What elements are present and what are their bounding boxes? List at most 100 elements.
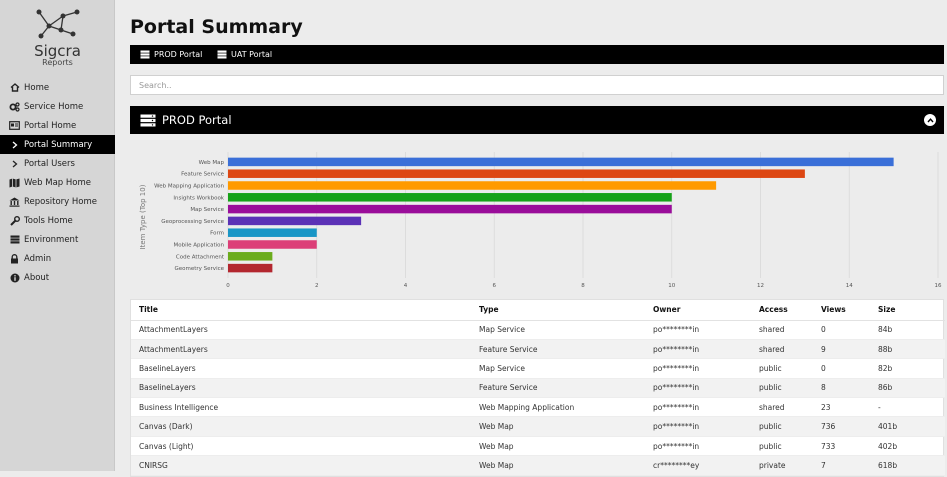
x-tick-label: 16 [935,283,942,289]
sidebar-item-label: Portal Home [24,120,77,131]
cell-type: Web Map [471,436,645,457]
lock-icon [9,253,20,264]
cell-access: public [751,358,813,379]
sidebar-item-label: About [24,272,50,283]
table-row[interactable]: AttachmentLayers Feature Service po*******… [131,339,945,360]
tab-prod-portal[interactable]: PROD Portal [140,45,202,64]
sidebar-item-portal-home[interactable]: Portal Home [0,116,115,135]
gears-icon [9,101,20,112]
col-header-access[interactable]: Access [751,300,813,321]
bar-code-attachment [228,252,273,261]
cell-access: public [751,378,813,399]
bar-insights-workbook [228,193,672,202]
category-label: Mobile Application [173,243,224,249]
chevron-right-icon [9,159,20,169]
table-row[interactable]: BaselineLayers Feature Service po********i… [131,378,945,399]
cell-owner: po********in [645,339,751,360]
bar-geometry-service [228,263,273,273]
cell-type: Map Service [471,358,645,379]
col-header-owner[interactable]: Owner [645,300,751,321]
cell-size: - [870,397,945,418]
cell-title: Canvas (Dark) [131,416,471,437]
sidebar-item-home[interactable]: Home [0,78,115,97]
table-header-row: Title Type Owner Access Views Size [131,300,945,321]
cell-access: public [751,436,813,457]
bar-web-map [228,157,894,167]
cell-type: Feature Service [471,339,645,360]
table-row[interactable]: AttachmentLayers Map Service po********in s… [131,320,945,340]
sidebar-item-portal-summary[interactable]: Portal Summary [0,135,115,154]
logo-subtitle: Reports [42,58,73,67]
sidebar-item-environment[interactable]: Environment [0,230,115,249]
cell-views: 9 [813,339,870,360]
search-input[interactable] [130,75,944,95]
cell-access: private [751,455,813,476]
x-tick-label: 4 [404,283,408,289]
x-tick-label: 6 [493,283,497,289]
bar-web-mapping-application [228,181,717,190]
network-logo-icon [36,9,80,39]
info-icon [9,273,20,283]
collapse-button[interactable] [924,114,936,126]
x-tick-label: 2 [315,283,319,289]
y-axis-label: Item Type (Top 10) [139,184,147,249]
items-table: Title Type Owner Access Views Size Attac… [130,299,945,477]
cell-views: 8 [813,378,870,399]
cell-title: Canvas (Light) [131,436,471,457]
sidebar-item-label: Portal Users [24,158,75,169]
map-icon [9,178,20,188]
table-row[interactable]: CNIRSG Web Map cr********ey private 7 618b [131,455,945,476]
sidebar-item-label: Admin [24,253,52,264]
cell-views: 0 [813,320,870,340]
cell-owner: po********in [645,436,751,457]
table-row[interactable]: BaselineLayers Map Service po********in pub… [131,358,945,379]
bar-feature-service [228,169,805,178]
cell-owner: po********in [645,378,751,399]
sidebar-item-about[interactable]: About [0,268,115,287]
x-tick-label: 12 [757,283,764,289]
x-tick-label: 0 [226,283,230,289]
cell-type: Feature Service [471,378,645,399]
category-label: Geometry Service [175,266,225,272]
bar-map-service [228,204,672,214]
x-tick-label: 10 [668,283,675,289]
table-row[interactable]: Canvas (Dark) Web Map po********in public 73… [131,416,945,437]
col-header-title[interactable]: Title [131,300,471,321]
cell-size: 402b [870,436,945,457]
wrench-icon [9,215,20,226]
category-label: Web Mapping Application [154,184,224,190]
x-tick-label: 14 [846,283,853,289]
sidebar-item-label: Environment [24,234,79,245]
cell-access: shared [751,320,813,340]
col-header-type[interactable]: Type [471,300,645,321]
table-row[interactable]: Canvas (Light) Web Map po********in public 7… [131,436,945,457]
sidebar-item-admin[interactable]: Admin [0,249,115,268]
col-header-views[interactable]: Views [813,300,870,321]
sidebar-item-tools-home[interactable]: Tools Home [0,211,115,230]
table-row[interactable]: Business Intelligence Web Mapping Applica… [131,397,945,418]
cell-title: BaselineLayers [131,358,471,379]
panel-header[interactable]: PROD Portal [130,106,944,134]
building-icon [9,197,20,207]
cell-size: 82b [870,358,945,379]
cell-owner: po********in [645,397,751,418]
cell-views: 7 [813,455,870,476]
category-label: Code Attachment [176,254,225,260]
sidebar-item-label: Web Map Home [24,177,91,188]
server-icon [140,50,150,59]
cell-size: 401b [870,416,945,437]
sidebar-item-service-home[interactable]: Service Home [0,97,115,116]
col-header-size[interactable]: Size [870,300,945,321]
sidebar-item-label: Repository Home [24,196,98,207]
cell-access: public [751,416,813,437]
logo-title: Sigcra [34,42,81,60]
sidebar-item-web-map-home[interactable]: Web Map Home [0,173,115,192]
cell-title: AttachmentLayers [131,339,471,360]
app-logo[interactable]: Sigcra Reports [0,8,115,68]
tab-uat-portal[interactable]: UAT Portal [217,45,272,64]
sidebar-item-portal-users[interactable]: Portal Users [0,154,115,173]
category-label: Feature Service [181,172,224,178]
cell-views: 736 [813,416,870,437]
sidebar-item-repository-home[interactable]: Repository Home [0,192,115,211]
bar-geoprocessing-service [228,216,362,226]
